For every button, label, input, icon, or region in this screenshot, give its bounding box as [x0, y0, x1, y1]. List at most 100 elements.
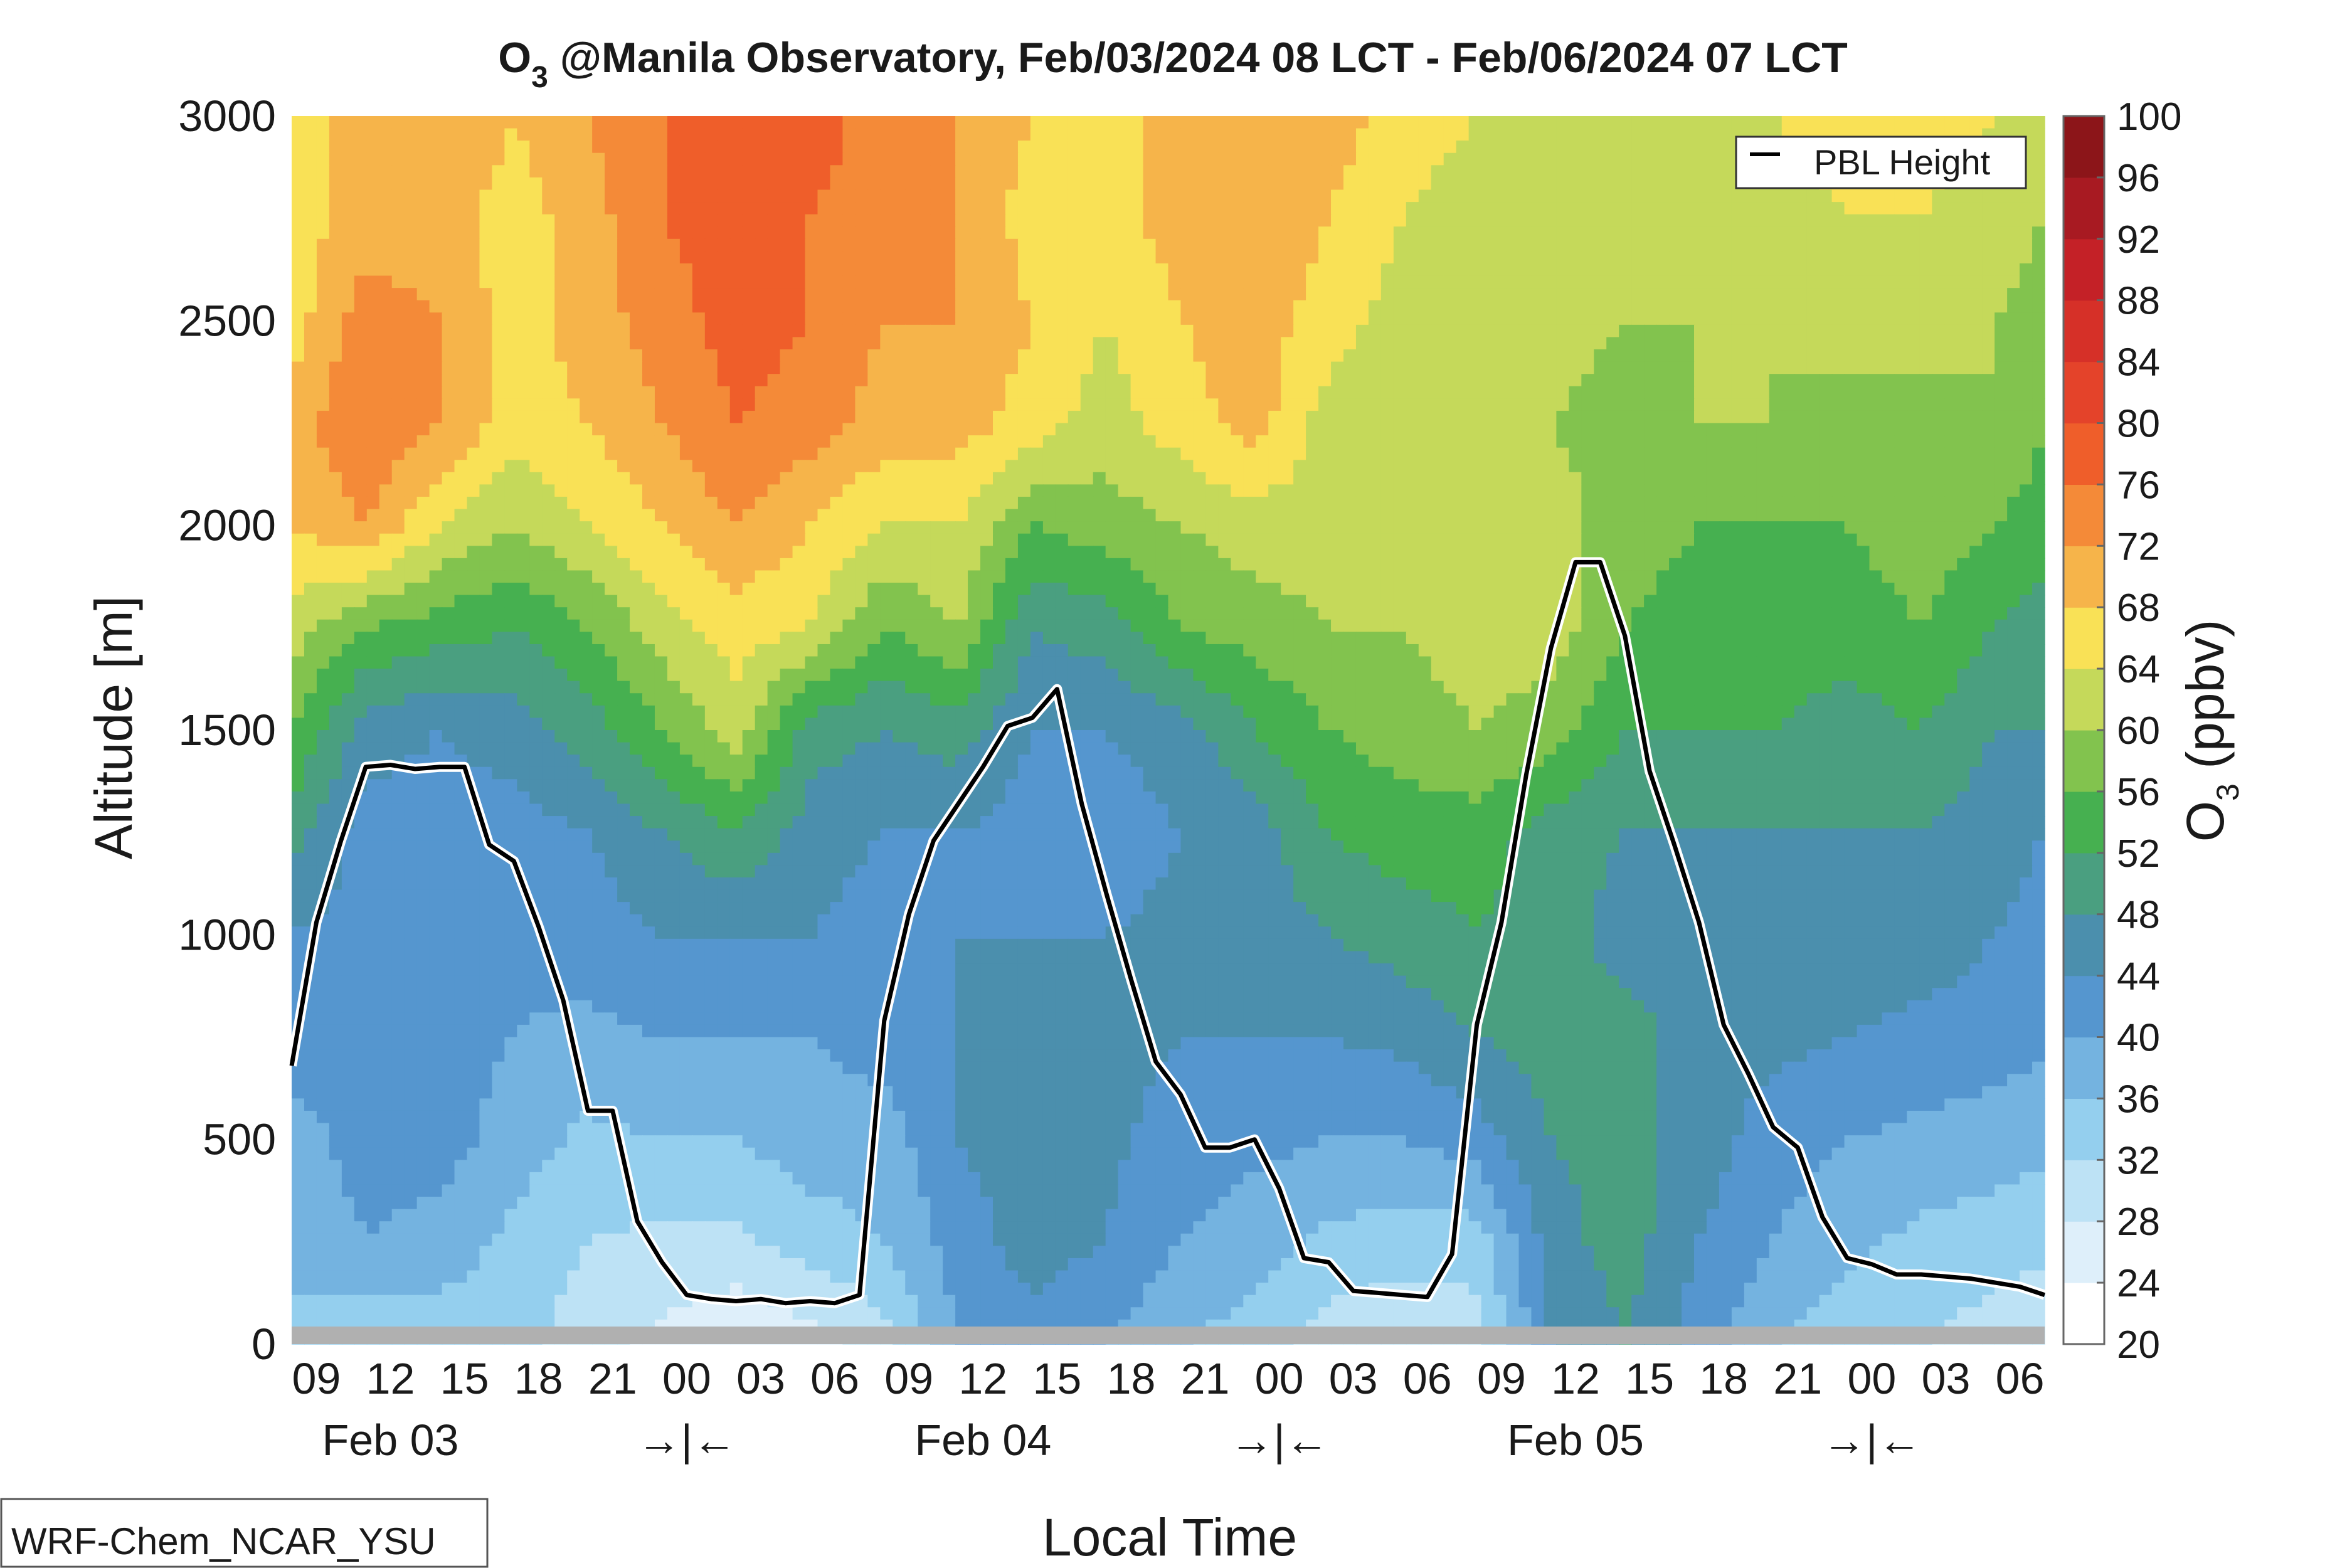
contour-cell [1118, 349, 1131, 362]
contour-cell [1056, 546, 1069, 558]
contour-cell [605, 202, 618, 215]
contour-cell [1870, 226, 1883, 239]
contour-cell [1381, 435, 1394, 448]
contour-cell [1820, 276, 1833, 289]
contour-cell [793, 337, 806, 349]
contour-cell [479, 386, 492, 399]
contour-cell [517, 263, 530, 276]
contour-cell [1218, 398, 1231, 411]
contour-cell [1243, 435, 1256, 448]
contour-cell [743, 129, 756, 141]
contour-cell [1281, 398, 1294, 411]
contour-cell [1982, 398, 1995, 411]
contour-cell [1644, 312, 1657, 325]
contour-cell [1030, 386, 1044, 399]
contour-cell [1218, 226, 1231, 239]
contour-cell [1656, 300, 1670, 313]
contour-cell [1732, 300, 1745, 313]
contour-cell [880, 140, 893, 153]
contour-cell [667, 165, 681, 177]
contour-cell [1682, 435, 1695, 448]
contour-cell [605, 497, 618, 509]
contour-cell [793, 129, 806, 141]
contour-cell [743, 362, 756, 374]
contour-cell [955, 521, 968, 534]
contour-cell [755, 140, 768, 153]
contour-cell [1857, 460, 1870, 472]
contour-cell [1507, 398, 1520, 411]
contour-cell [342, 398, 355, 411]
contour-cell [1606, 129, 1619, 141]
contour-cell [1056, 215, 1069, 227]
contour-cell [1794, 215, 1808, 227]
contour-cell [392, 386, 405, 399]
contour-cell [1293, 202, 1306, 215]
contour-cell [1569, 189, 1582, 202]
contour-cell [1519, 435, 1532, 448]
contour-cell [1256, 337, 1269, 349]
contour-cell [342, 153, 355, 166]
contour-cell [1431, 177, 1444, 190]
contour-cell [1394, 276, 1407, 289]
contour-cell [1794, 312, 1808, 325]
contour-cell [1569, 202, 1582, 215]
contour-cell [842, 337, 856, 349]
contour-cell [730, 386, 743, 399]
contour-cell [1180, 521, 1194, 534]
contour-cell [605, 362, 618, 374]
contour-cell [1919, 398, 1932, 411]
contour-cell [1218, 435, 1231, 448]
contour-cell [818, 411, 831, 423]
contour-cell [1631, 202, 1645, 215]
contour-cell [1243, 288, 1256, 300]
contour-cell [930, 398, 943, 411]
contour-cell [743, 116, 756, 129]
contour-cell [417, 448, 430, 460]
contour-cell [1193, 521, 1206, 534]
contour-cell [918, 362, 931, 374]
contour-cell [467, 497, 480, 509]
contour-cell [1281, 362, 1294, 374]
contour-cell [1469, 435, 1482, 448]
contour-cell [893, 497, 906, 509]
contour-cell [617, 521, 630, 534]
contour-cell [718, 497, 731, 509]
contour-cell [367, 546, 380, 558]
contour-cell [354, 435, 368, 448]
contour-cell [1694, 349, 1707, 362]
contour-cell [867, 337, 881, 349]
contour-cell [1932, 226, 1945, 239]
contour-cell [1268, 521, 1281, 534]
contour-cell [479, 448, 492, 460]
contour-cell [755, 129, 768, 141]
contour-cell [1268, 189, 1281, 202]
contour-cell [1757, 263, 1770, 276]
contour-cell [1081, 484, 1094, 497]
contour-cell [1719, 177, 1732, 190]
contour-cell [1919, 497, 1932, 509]
contour-cell [554, 215, 568, 227]
contour-cell [1444, 521, 1457, 534]
contour-cell [1606, 202, 1619, 215]
contour-cell [718, 251, 731, 263]
contour-cell [655, 546, 668, 558]
contour-cell [1644, 448, 1657, 460]
contour-cell [329, 546, 342, 558]
contour-cell [1406, 177, 1419, 190]
contour-cell [667, 153, 681, 166]
contour-cell [1306, 177, 1319, 190]
contour-cell [430, 189, 443, 202]
contour-cell [1594, 448, 1607, 460]
contour-cell [705, 423, 718, 436]
contour-cell [1594, 226, 1607, 239]
contour-cell [392, 276, 405, 289]
contour-cell [417, 349, 430, 362]
contour-cell [1832, 263, 1845, 276]
contour-cell [304, 411, 317, 423]
contour-cell [768, 411, 781, 423]
contour-cell [893, 153, 906, 166]
contour-cell [417, 362, 430, 374]
contour-cell [354, 153, 368, 166]
contour-cell [1093, 423, 1106, 436]
contour-cell [1131, 202, 1144, 215]
